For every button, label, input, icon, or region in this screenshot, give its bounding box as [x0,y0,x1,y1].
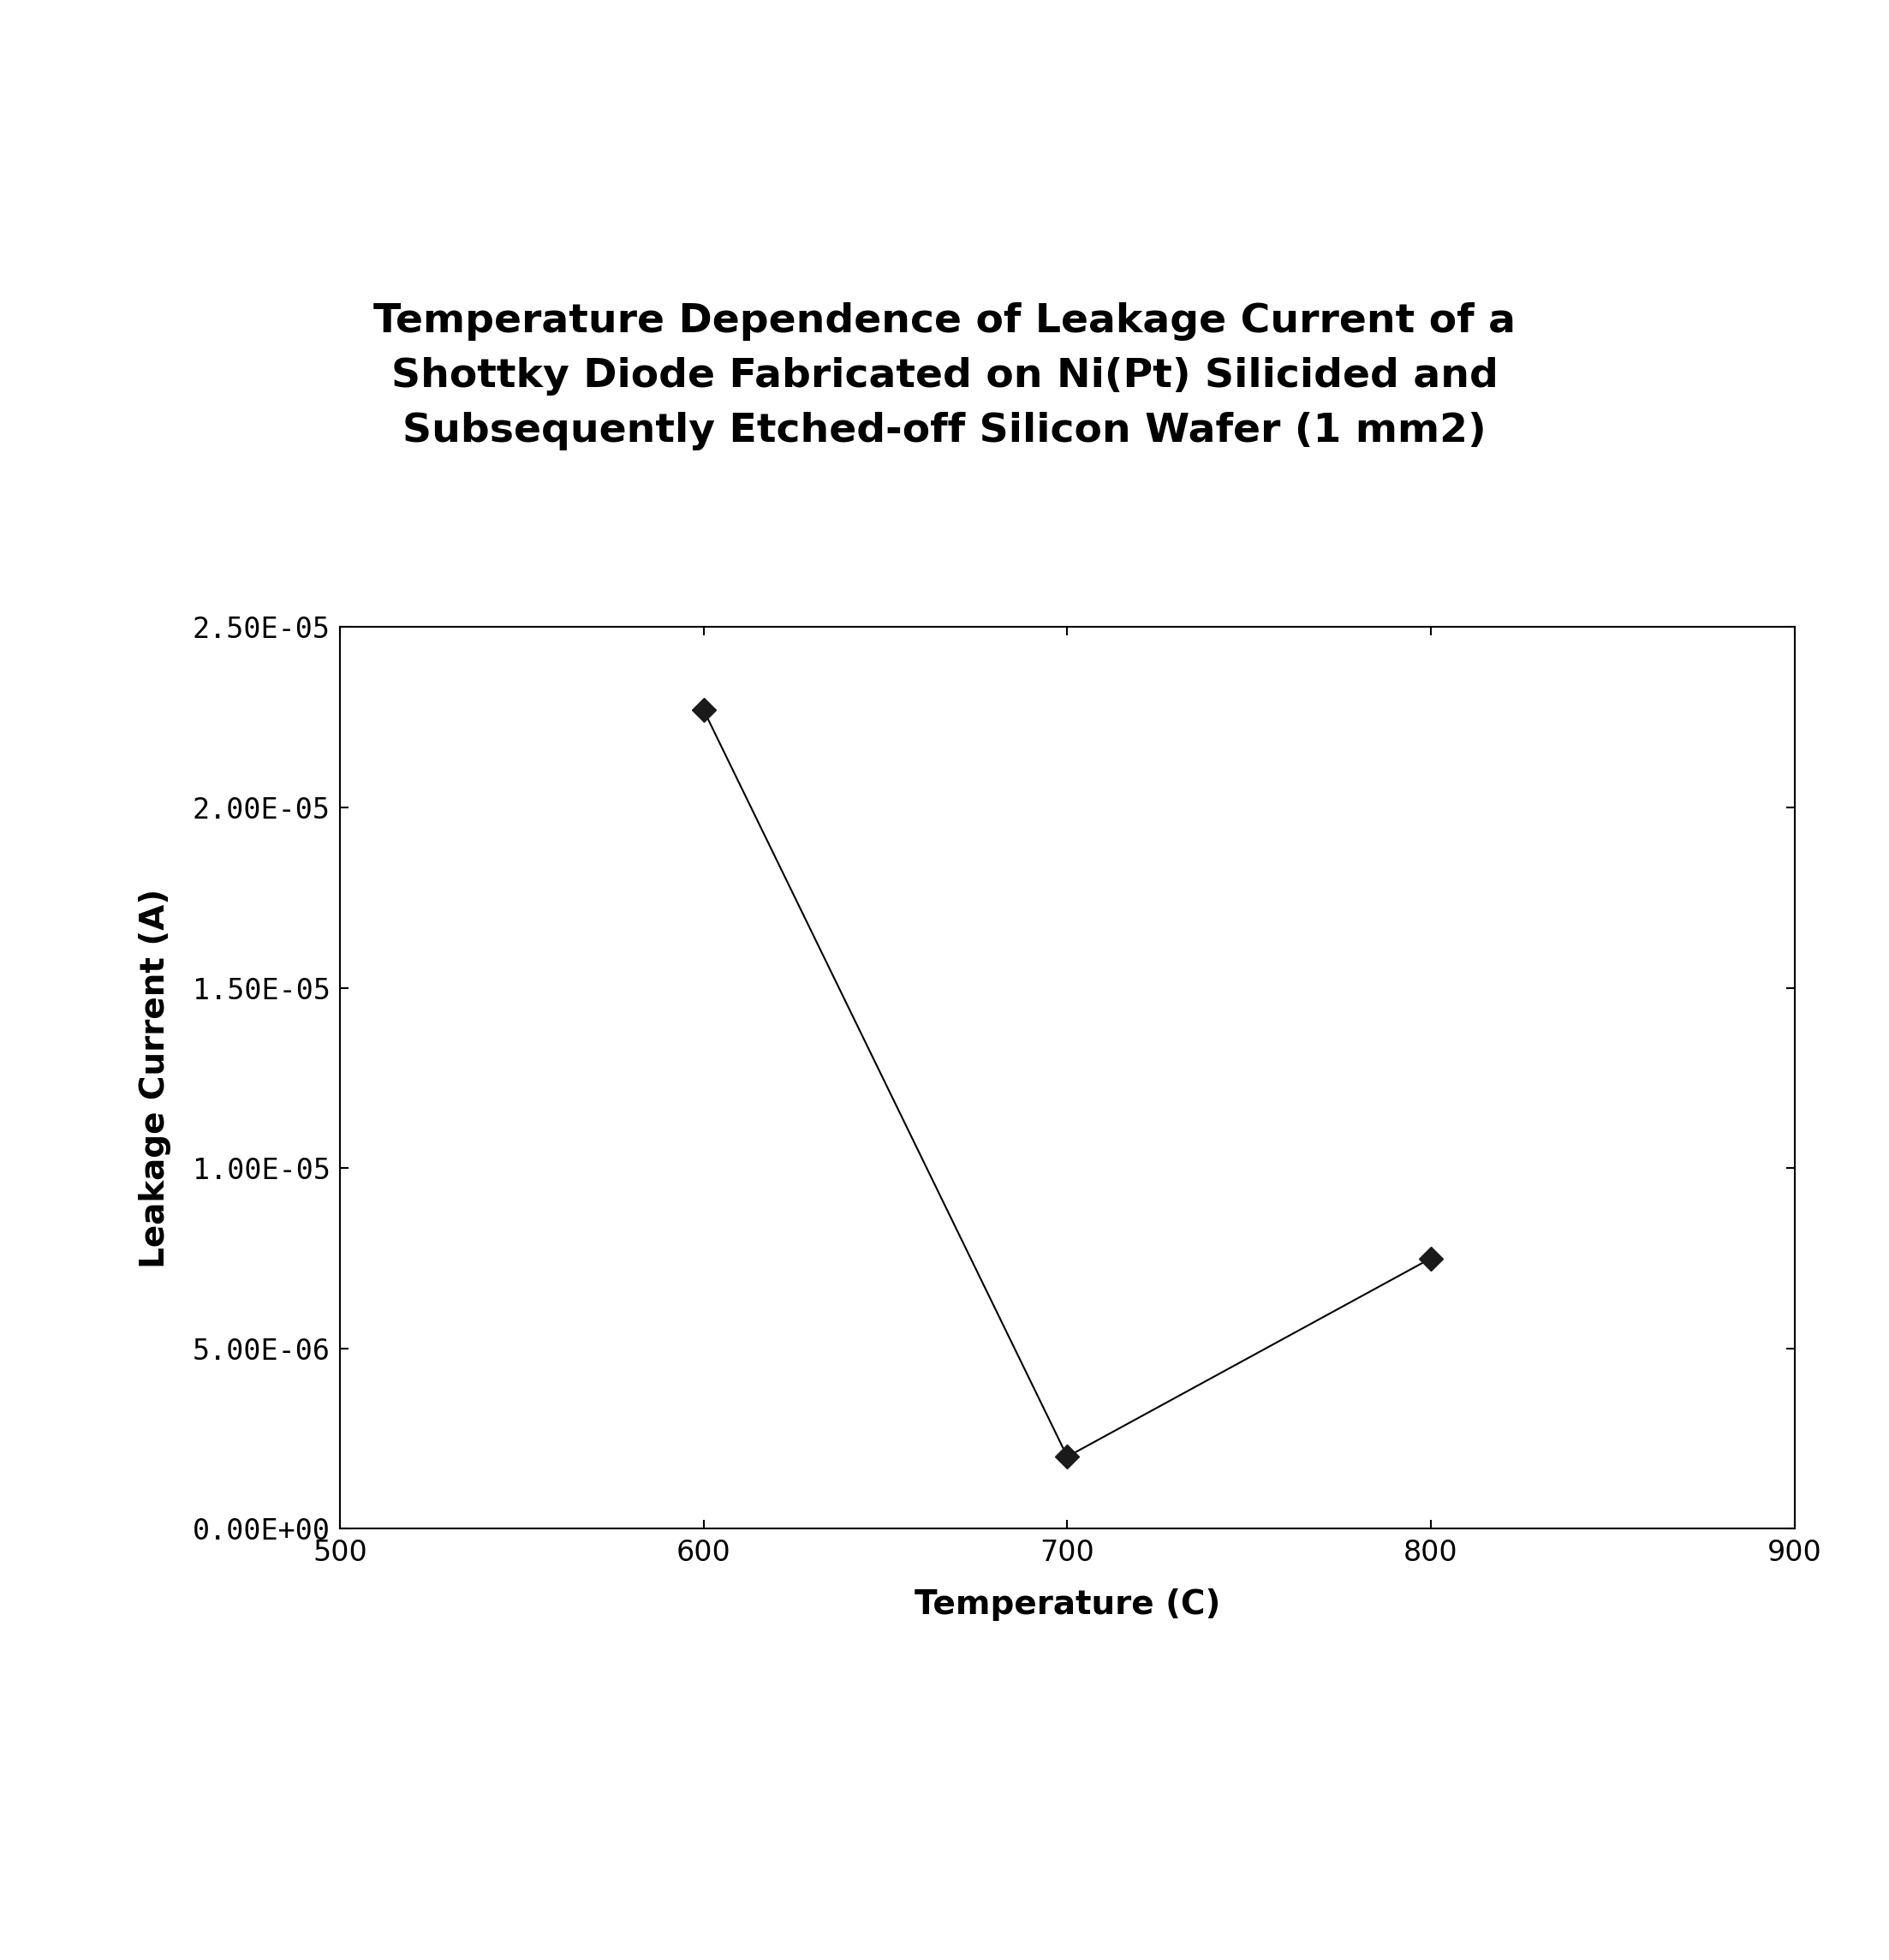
Y-axis label: Leakage Current (A): Leakage Current (A) [138,888,172,1268]
X-axis label: Temperature (C): Temperature (C) [914,1588,1220,1621]
Text: Temperature Dependence of Leakage Current of a
Shottky Diode Fabricated on Ni(Pt: Temperature Dependence of Leakage Curren… [374,302,1515,451]
